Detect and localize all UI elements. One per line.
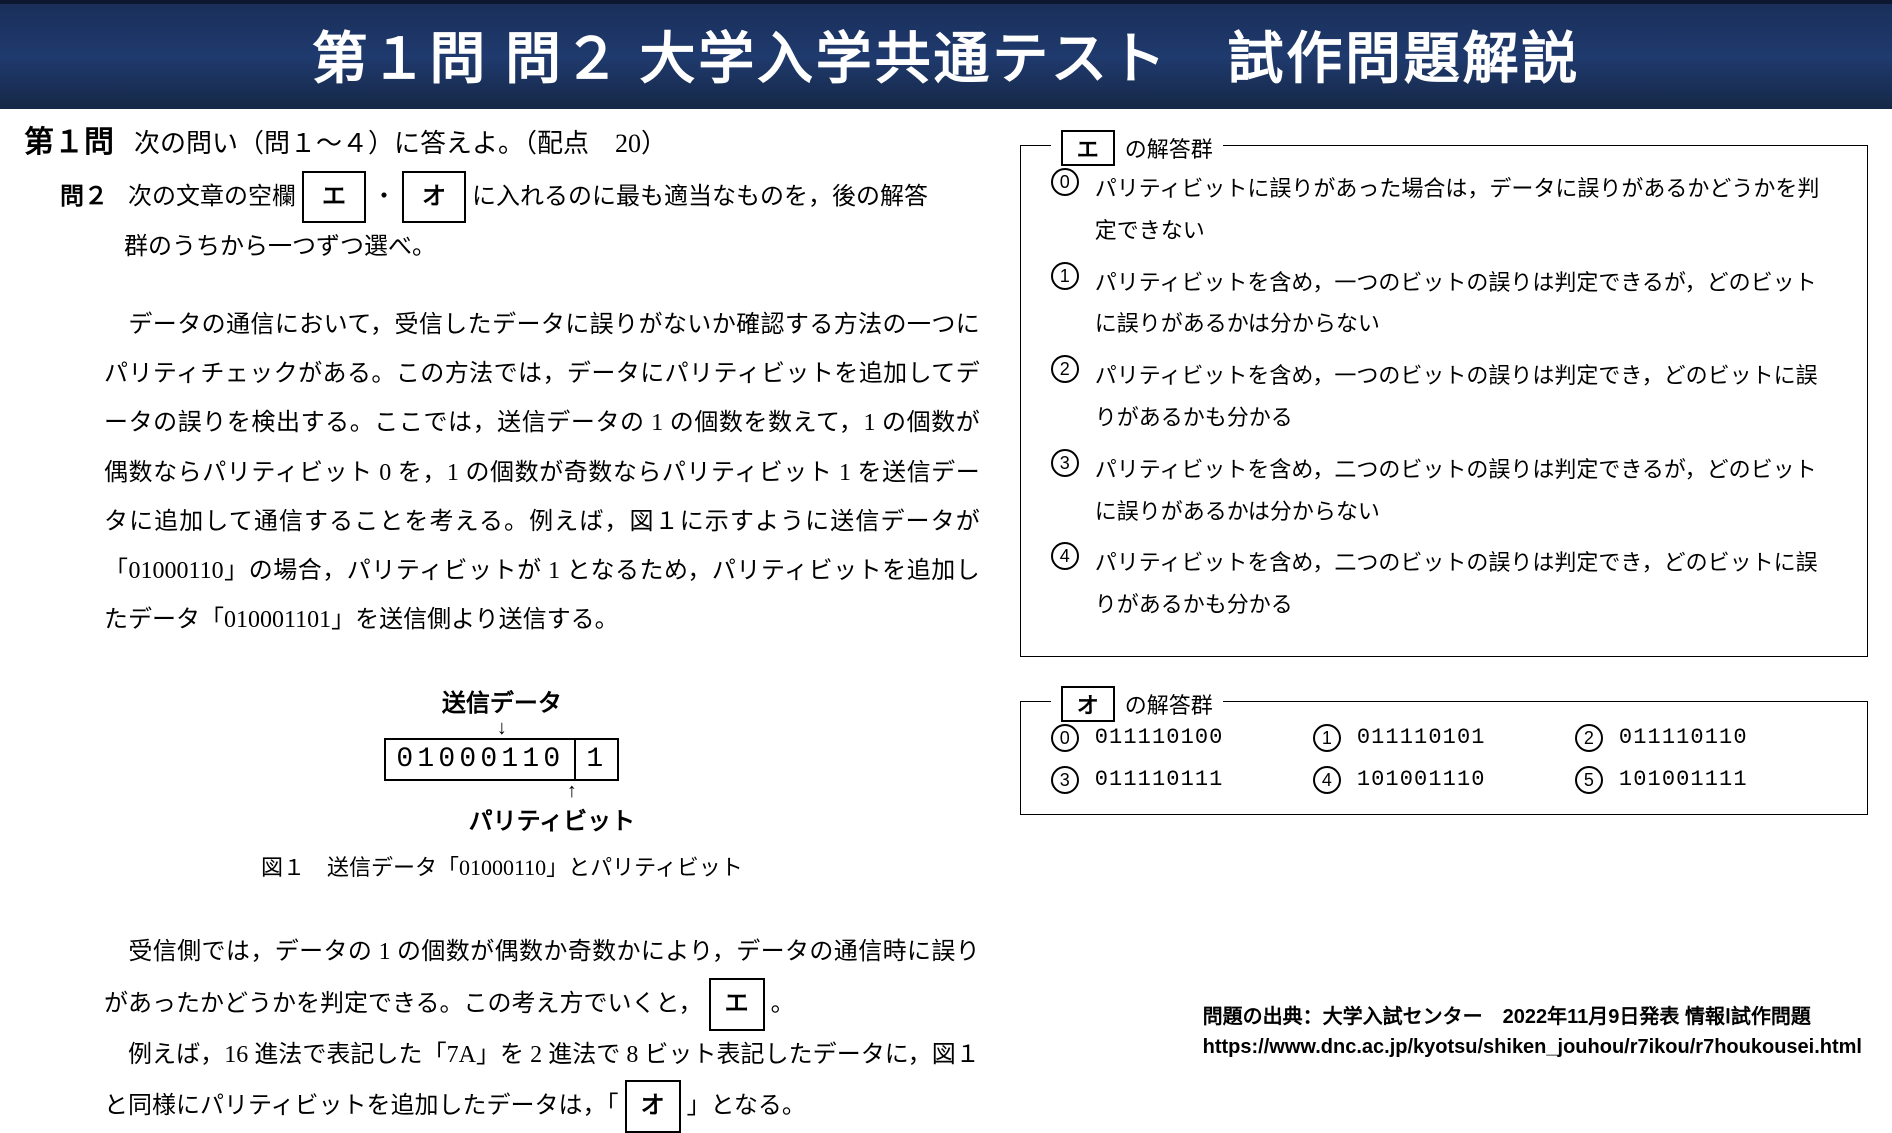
circ-num-icon: 3 (1051, 449, 1079, 477)
blank-e-inline: エ (709, 978, 765, 1031)
q2-line2: 群のうちから一つずつ選べ。 (124, 234, 436, 260)
fig-arrow-down: ↓ (24, 718, 980, 738)
circ-num-icon: 2 (1575, 724, 1603, 752)
question-2-header: 問２ 次の文章の空欄 エ ・ オ に入れるのに最も適当なものを，後の解答 群のう… (24, 171, 980, 271)
opt-e-0: 0 パリティビットに誤りがあった場合は，データに誤りがあるかどうかを判定できない (1051, 168, 1837, 252)
legend-box-o: オ (1061, 686, 1115, 722)
opt-o-5: 5 101001111 (1575, 766, 1837, 794)
circ-num-icon: 0 (1051, 168, 1079, 196)
opt-e-3: 3 パリティビットを含め，二つのビットの誤りは判定できるが，どのビットに誤りがある… (1051, 449, 1837, 533)
q2-line1a: 次の文章の空欄 (128, 184, 296, 210)
opt-o-2: 2 011110110 (1575, 724, 1837, 752)
opt-e-4-text: パリティビットを含め，二つのビットの誤りは判定でき，どのビットに誤りがあるかも分… (1095, 542, 1837, 626)
fig-arrow-up: ↑ (164, 781, 980, 801)
opt-e-2-text: パリティビットを含め，一つのビットの誤りは判定でき，どのビットに誤りがあるかも分… (1095, 355, 1837, 439)
q2-label: 問２ (60, 184, 108, 210)
circ-num-icon: 1 (1313, 724, 1341, 752)
opt-e-3-text: パリティビットを含め，二つのビットの誤りは判定できるが，どのビットに誤りがあるか… (1095, 449, 1837, 533)
figure-1: 送信データ ↓ 01000110 1 ↑ パリティビット 図１ 送信データ「01… (24, 683, 980, 882)
opt-o-3: 3 011110111 (1051, 766, 1313, 794)
circ-num-icon: 4 (1051, 542, 1079, 570)
circ-num-icon: 3 (1051, 766, 1079, 794)
para2a: 受信側では，データの 1 の個数が偶数か奇数かにより，データの通信時に誤りがあっ… (104, 939, 980, 1016)
opt-o-1-text: 011110101 (1357, 725, 1486, 750)
paragraph-1: データの通信において，受信したデータに誤りがないか確認する方法の一つにパリティチ… (24, 271, 980, 645)
opt-o-0: 0 011110100 (1051, 724, 1313, 752)
fig-parity-label: パリティビット (124, 801, 980, 836)
opt-e-2: 2 パリティビットを含め，一つのビットの誤りは判定でき，どのビットに誤りがあるかも… (1051, 355, 1837, 439)
opt-o-3-text: 011110111 (1095, 767, 1224, 792)
circ-num-icon: 4 (1313, 766, 1341, 794)
paragraph-2: 受信側では，データの 1 の個数が偶数か奇数かにより，データの通信時に誤りがあっ… (24, 892, 980, 1133)
credit-line2: https://www.dnc.ac.jp/kyotsu/shiken_jouh… (1203, 1032, 1862, 1062)
group-e-legend: エ の解答群 (1051, 130, 1223, 166)
credit-line1: 問題の出典：大学入試センター 2022年11月9日発表 情報Ⅰ試作問題 (1203, 1002, 1862, 1032)
q2-line1b: に入れるのに最も適当なものを，後の解答 (472, 184, 928, 210)
legend-box-e: エ (1061, 130, 1115, 166)
blank-e: エ (302, 171, 366, 223)
fig-parity: 1 (574, 740, 617, 779)
group-o-legend: オ の解答群 (1051, 686, 1223, 722)
blank-o-inline: オ (625, 1080, 681, 1133)
q1-label: 第１問 (24, 117, 114, 161)
opt-o-1: 1 011110101 (1313, 724, 1575, 752)
opt-o-4-text: 101001110 (1357, 767, 1486, 792)
blank-o: オ (402, 171, 466, 223)
legend-suffix-e: の解答群 (1125, 132, 1213, 164)
para2c: 例えば，16 進法で表記した「7A」を 2 進法で 8 ビット表記したデータに，… (104, 1042, 980, 1119)
opt-e-4: 4 パリティビットを含め，二つのビットの誤りは判定でき，どのビットに誤りがあるかも… (1051, 542, 1837, 626)
circ-num-icon: 0 (1051, 724, 1079, 752)
answer-group-o: オ の解答群 0011110100 1011110101 2011110110 … (1020, 701, 1868, 815)
opt-o-4: 4 101001110 (1313, 766, 1575, 794)
q1-text: 次の問い（問１〜４）に答えよ。（配点 20） (134, 123, 667, 160)
opt-o-5-text: 101001111 (1619, 767, 1748, 792)
fig-data-box: 01000110 1 (384, 738, 619, 781)
fig-data: 01000110 (386, 740, 574, 779)
source-credit: 問題の出典：大学入試センター 2022年11月9日発表 情報Ⅰ試作問題 http… (1203, 1002, 1862, 1062)
para2b: 。 (771, 991, 795, 1017)
opt-o-0-text: 011110100 (1095, 725, 1224, 750)
fig-send-label: 送信データ (24, 683, 980, 718)
circ-num-icon: 5 (1575, 766, 1603, 794)
circ-num-icon: 1 (1051, 262, 1079, 290)
answer-group-e: エ の解答群 0パリティビットに誤りがあった場合は，データに誤りがあるかどうかを… (1020, 145, 1868, 657)
opt-e-0-text: パリティビットに誤りがあった場合は，データに誤りがあるかどうかを判定できない (1095, 168, 1837, 252)
q2-dot: ・ (372, 184, 396, 210)
opt-e-1: 1 パリティビットを含め，一つのビットの誤りは判定できるが，どのビットに誤りがある… (1051, 262, 1837, 346)
opt-o-2-text: 011110110 (1619, 725, 1748, 750)
para2d: 」となる。 (687, 1093, 806, 1119)
title-banner: 第１問 問２ 大学入学共通テスト 試作問題解説 (0, 0, 1892, 109)
question-1-header: 第１問 次の問い（問１〜４）に答えよ。（配点 20） (24, 117, 980, 161)
fig-caption: 図１ 送信データ「01000110」とパリティビット (24, 850, 980, 882)
opt-e-1-text: パリティビットを含め，一つのビットの誤りは判定できるが，どのビットに誤りがあるか… (1095, 262, 1837, 346)
circ-num-icon: 2 (1051, 355, 1079, 383)
legend-suffix-o: の解答群 (1125, 688, 1213, 720)
